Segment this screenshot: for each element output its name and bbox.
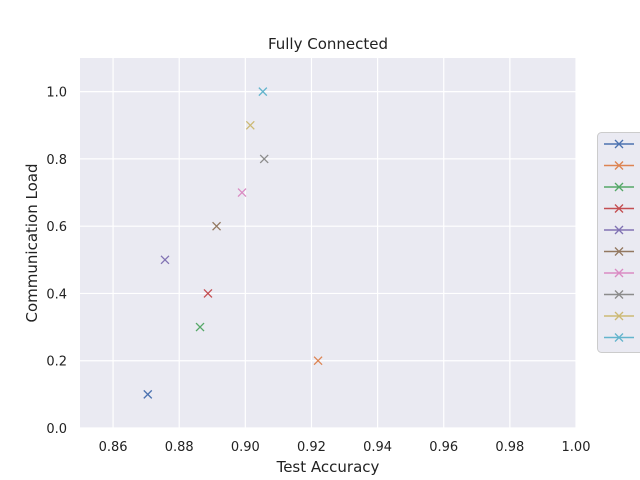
chart-title: Fully Connected [268, 35, 388, 53]
x-tick-label: 0.90 [231, 440, 260, 455]
legend-entry-1 [604, 139, 634, 149]
data-point-6 [212, 221, 222, 231]
legend-entry-2 [604, 161, 634, 170]
legend-entry-8 [604, 290, 634, 299]
data-points [143, 87, 323, 399]
x-tick-label: 0.94 [363, 440, 392, 455]
legend-entry-4 [604, 204, 634, 213]
y-tick-label: 0.0 [46, 422, 67, 437]
data-point-3 [195, 322, 205, 332]
legend-entry-10 [604, 333, 634, 342]
data-point-4 [203, 288, 213, 298]
x-tick-label: 0.92 [297, 440, 326, 455]
y-tick-label: 0.2 [46, 355, 67, 370]
y-tick-label: 1.0 [46, 86, 67, 101]
x-tick-label: 0.96 [429, 440, 458, 455]
data-point-5 [160, 255, 170, 265]
x-tick-label: 1.00 [562, 440, 591, 455]
data-point-7 [237, 188, 247, 198]
data-point-10 [258, 87, 268, 97]
legend-entry-5 [604, 225, 634, 235]
y-tick-labels: 0.0 0.2 0.4 0.6 0.8 1.0 [46, 86, 67, 437]
legend-entry-6 [604, 247, 634, 256]
plot-area [80, 58, 576, 428]
x-tick-labels: 0.86 0.88 0.90 0.92 0.94 0.96 0.98 1.00 [99, 440, 591, 455]
data-point-8 [259, 154, 269, 164]
y-tick-label: 0.8 [46, 153, 67, 168]
data-point-2 [313, 356, 323, 366]
legend-entry-7 [604, 268, 634, 278]
y-tick-label: 0.6 [46, 220, 67, 235]
x-tick-label: 0.98 [495, 440, 524, 455]
data-point-9 [245, 120, 255, 130]
x-axis-label: Test Accuracy [276, 458, 380, 476]
data-point-1 [143, 389, 153, 399]
y-tick-label: 0.4 [46, 287, 67, 302]
x-tick-label: 0.86 [99, 440, 128, 455]
grid [80, 58, 577, 429]
y-axis-label: Communication Load [23, 164, 41, 323]
x-tick-label: 0.88 [165, 440, 194, 455]
legend [597, 132, 640, 353]
legend-entry-3 [604, 182, 634, 192]
legend-entry-9 [604, 311, 634, 321]
